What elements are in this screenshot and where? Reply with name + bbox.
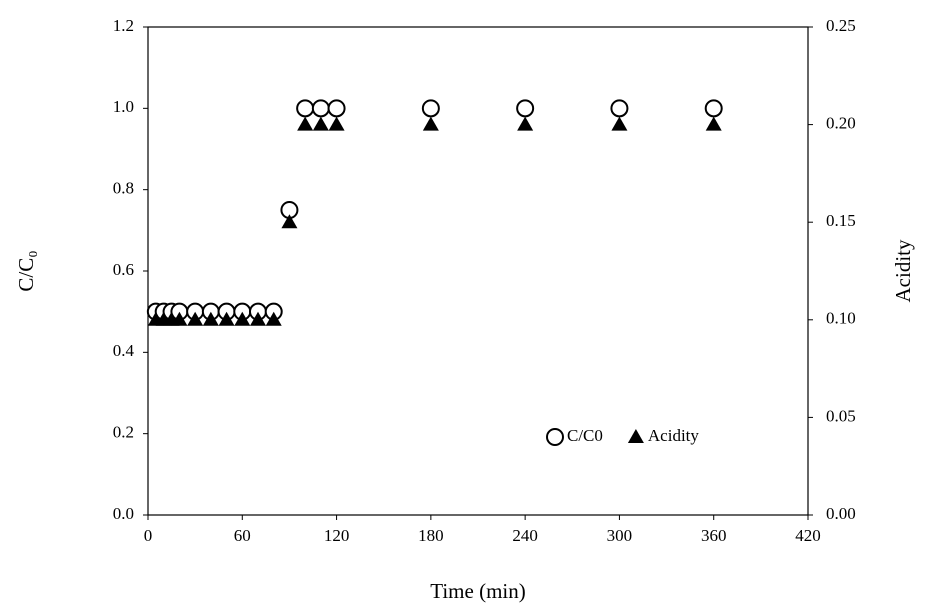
x-tick-label: 360 bbox=[701, 526, 727, 545]
legend-marker bbox=[627, 429, 644, 443]
y-axis-label: C/C₀ bbox=[14, 250, 38, 291]
y-tick-label: 0.0 bbox=[113, 504, 134, 523]
circle-marker bbox=[516, 99, 535, 118]
y2-tick-label: 0.20 bbox=[826, 114, 856, 133]
x-tick-label: 180 bbox=[418, 526, 444, 545]
plot-frame bbox=[147, 26, 809, 516]
triangle-marker bbox=[234, 311, 251, 326]
legend-label: Acidity bbox=[648, 426, 699, 445]
triangle-marker bbox=[297, 116, 314, 131]
triangle-marker bbox=[705, 116, 722, 131]
circle-marker bbox=[327, 99, 346, 118]
y2-tick-label: 0.25 bbox=[826, 16, 856, 35]
y-tick-label: 0.2 bbox=[113, 423, 134, 442]
circle-marker bbox=[296, 99, 315, 118]
circle-marker bbox=[704, 99, 723, 118]
triangle-marker bbox=[517, 116, 534, 131]
triangle-marker bbox=[312, 116, 329, 131]
y-tick-label: 0.8 bbox=[113, 179, 134, 198]
legend-label: C/C0 bbox=[567, 426, 603, 445]
x-tick-label: 120 bbox=[324, 526, 350, 545]
x-axis-label: Time (min) bbox=[430, 579, 525, 603]
y2-tick-label: 0.05 bbox=[826, 406, 856, 425]
x-tick-label: 60 bbox=[234, 526, 251, 545]
triangle-marker bbox=[611, 116, 628, 131]
x-tick-label: 420 bbox=[795, 526, 821, 545]
triangle-marker bbox=[422, 116, 439, 131]
triangle-marker bbox=[171, 311, 188, 326]
y2-tick-label: 0.00 bbox=[826, 504, 856, 523]
y2-axis-label: Acidity bbox=[891, 239, 915, 302]
y2-tick-label: 0.15 bbox=[826, 211, 856, 230]
triangle-marker bbox=[328, 116, 345, 131]
x-tick-label: 0 bbox=[144, 526, 153, 545]
y-tick-label: 0.6 bbox=[113, 260, 134, 279]
y-tick-label: 1.0 bbox=[113, 97, 134, 116]
x-tick-label: 300 bbox=[607, 526, 633, 545]
triangle-marker bbox=[265, 311, 282, 326]
circle-marker bbox=[610, 99, 629, 118]
circle-marker bbox=[421, 99, 440, 118]
triangle-marker bbox=[202, 311, 219, 326]
circle-marker bbox=[311, 99, 330, 118]
y-tick-label: 1.2 bbox=[113, 16, 134, 35]
x-tick-label: 240 bbox=[512, 526, 538, 545]
triangle-marker bbox=[250, 311, 266, 326]
legend-marker bbox=[546, 428, 564, 446]
y2-tick-label: 0.10 bbox=[826, 309, 856, 328]
triangle-marker bbox=[281, 214, 298, 229]
y-tick-label: 0.4 bbox=[113, 341, 135, 360]
triangle-marker bbox=[218, 311, 235, 326]
triangle-marker bbox=[187, 311, 204, 326]
